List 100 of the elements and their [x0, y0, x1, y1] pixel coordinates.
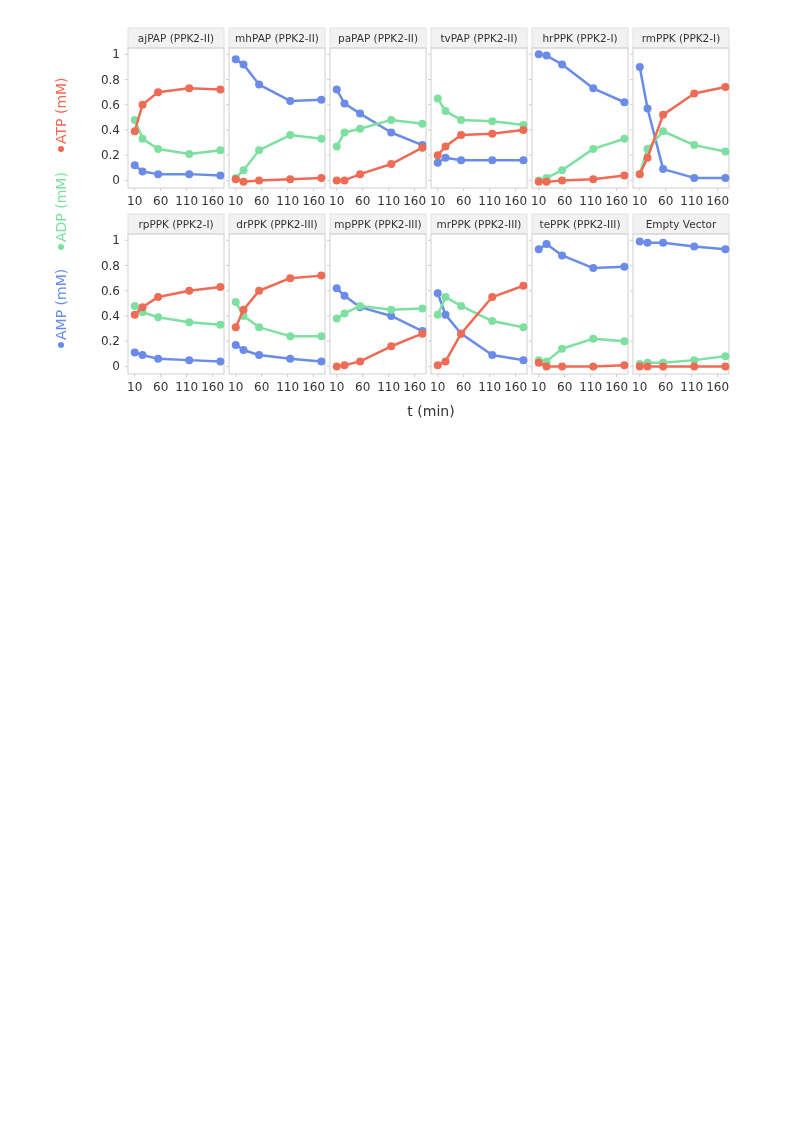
- y-tick-label: 0.4: [100, 308, 120, 323]
- point: [286, 354, 295, 363]
- point: [690, 242, 699, 251]
- x-tick-label: 110: [175, 380, 199, 394]
- x-axis-title: t (min): [407, 403, 455, 419]
- x-tick-label: 110: [175, 194, 199, 208]
- point: [255, 286, 264, 295]
- y-tick-label: 1: [112, 47, 120, 62]
- point: [558, 362, 567, 371]
- point: [635, 62, 644, 71]
- point: [130, 310, 139, 319]
- point: [255, 146, 264, 155]
- point: [457, 301, 466, 310]
- x-tick-label: 10: [127, 380, 143, 394]
- x-tick-label: 160: [302, 380, 326, 394]
- point: [130, 301, 139, 310]
- point: [332, 176, 341, 185]
- point: [488, 117, 497, 126]
- x-tick-label: 110: [579, 194, 603, 208]
- point: [231, 340, 240, 349]
- y-tick-label: 0.8: [100, 258, 120, 273]
- point: [690, 141, 699, 150]
- point: [138, 167, 147, 176]
- x-tick-label: 60: [456, 380, 472, 394]
- point: [441, 293, 450, 302]
- point: [239, 60, 248, 69]
- point: [433, 151, 442, 160]
- point: [433, 94, 442, 103]
- x-tick-label: 160: [403, 194, 427, 208]
- point: [130, 161, 139, 170]
- point: [519, 281, 528, 290]
- point: [138, 100, 147, 109]
- point: [332, 85, 341, 94]
- point: [457, 131, 466, 140]
- point: [659, 165, 668, 174]
- chart-title: mpPPK (PPK2-III): [334, 218, 422, 230]
- x-tick-label: 110: [276, 380, 300, 394]
- point: [239, 346, 248, 355]
- text: AMP (mM): [53, 268, 69, 340]
- point: [340, 128, 349, 137]
- chart-title: rpPPK (PPK2-I): [138, 218, 214, 230]
- y-tick-label: 0.2: [100, 334, 120, 349]
- point: [643, 153, 652, 162]
- point: [317, 173, 326, 182]
- point: [488, 156, 497, 165]
- point: [130, 348, 139, 357]
- point: [185, 356, 194, 365]
- point: [332, 314, 341, 323]
- point: [659, 362, 668, 371]
- point: [239, 166, 248, 175]
- x-tick-label: 10: [531, 194, 547, 208]
- point: [317, 332, 326, 341]
- point: [387, 160, 396, 169]
- y-tick-label: 0: [112, 173, 120, 188]
- point: [620, 262, 629, 271]
- point: [231, 323, 240, 332]
- point: [721, 245, 730, 254]
- x-tick-label: 160: [605, 194, 629, 208]
- point: [721, 362, 730, 371]
- point: [519, 156, 528, 165]
- x-tick-label: 10: [329, 380, 345, 394]
- x-tick-label: 10: [531, 380, 547, 394]
- point: [130, 127, 139, 136]
- x-tick-label: 160: [504, 380, 528, 394]
- point: [441, 142, 450, 151]
- point: [659, 110, 668, 119]
- point: [488, 293, 497, 302]
- x-tick-label: 110: [478, 380, 502, 394]
- x-tick-label: 10: [430, 380, 446, 394]
- y-tick-label: 0.6: [100, 97, 120, 112]
- point: [138, 351, 147, 360]
- point: [433, 158, 442, 167]
- x-tick-label: 60: [254, 380, 270, 394]
- point: [138, 303, 147, 312]
- chart-title: Empty Vector: [645, 218, 718, 230]
- x-tick-label: 10: [228, 380, 244, 394]
- point: [457, 156, 466, 165]
- x-tick-label: 160: [706, 194, 730, 208]
- point: [185, 149, 194, 158]
- x-tick-label: 110: [680, 194, 704, 208]
- point: [519, 125, 528, 134]
- x-tick-label: 60: [557, 194, 573, 208]
- point: [721, 352, 730, 361]
- point: [216, 357, 225, 366]
- y-tick-label: 0.6: [100, 283, 120, 298]
- point: [317, 95, 326, 104]
- point: [433, 361, 442, 370]
- point: [154, 144, 163, 153]
- point: [387, 128, 396, 137]
- x-tick-label: 110: [579, 380, 603, 394]
- point: [519, 323, 528, 332]
- point: [317, 357, 326, 366]
- x-tick-label: 110: [478, 194, 502, 208]
- point: [589, 175, 598, 184]
- point: [286, 274, 295, 283]
- x-tick-label: 160: [605, 380, 629, 394]
- point: [216, 320, 225, 329]
- point: [519, 356, 528, 365]
- point: [286, 175, 295, 184]
- point: [620, 171, 629, 180]
